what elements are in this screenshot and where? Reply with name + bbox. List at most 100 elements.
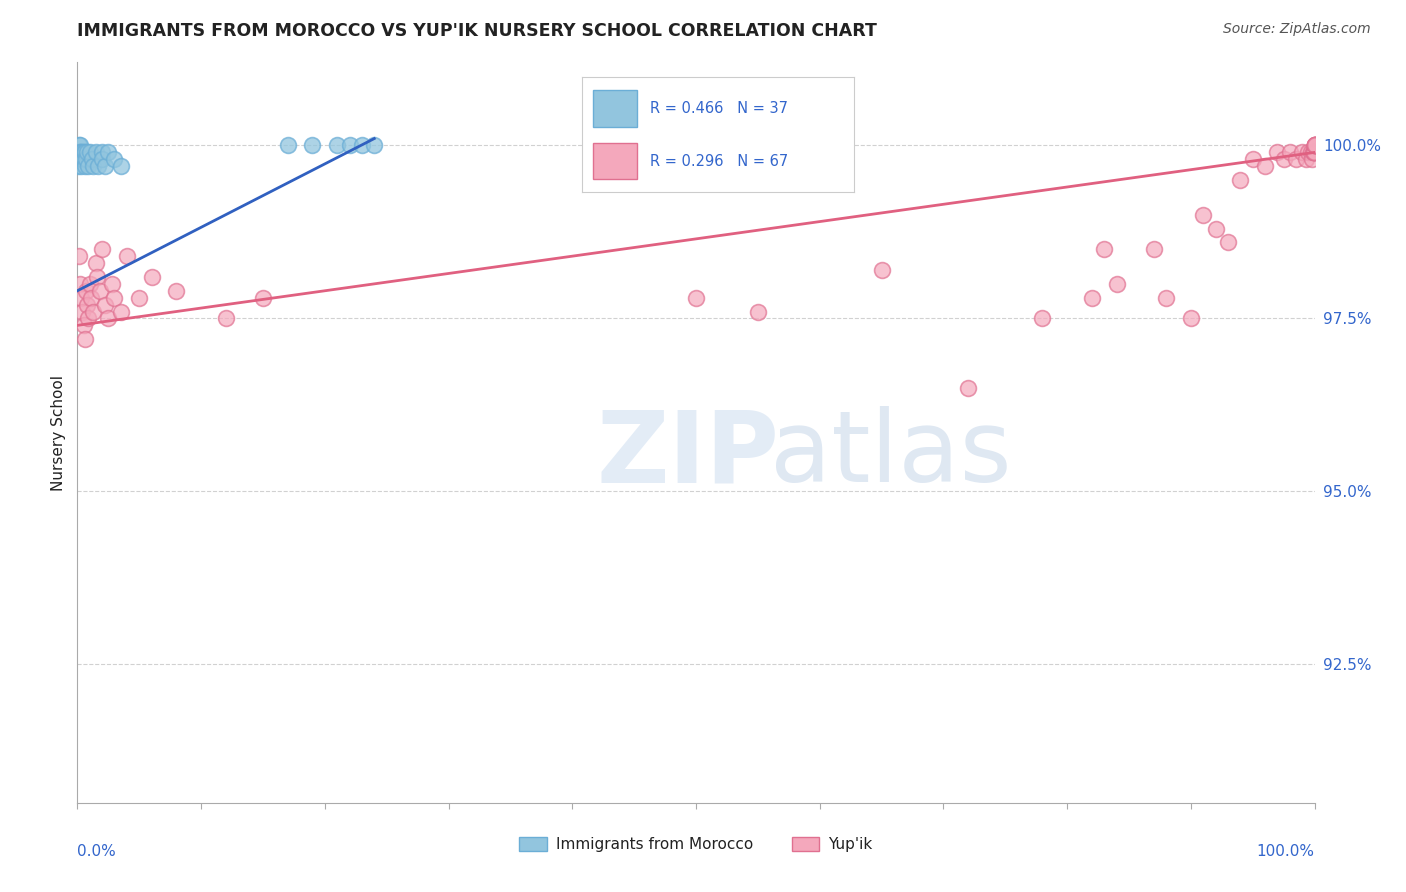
Text: ZIP: ZIP (598, 407, 780, 503)
Point (1301, 153, 1323, 167)
Point (77, 159, 100, 173)
Text: Source: ZipAtlas.com: Source: ZipAtlas.com (1223, 22, 1371, 37)
Point (67, 145, 90, 160)
Point (1298, 145, 1320, 160)
Point (84, 145, 107, 160)
Point (1303, 138, 1326, 153)
Point (1205, 221, 1227, 235)
Point (957, 381, 980, 395)
Text: 0.0%: 0.0% (77, 844, 117, 858)
Point (79, 277, 101, 291)
Point (1303, 145, 1326, 160)
Point (70, 159, 93, 173)
Point (69, 277, 91, 291)
Point (103, 291, 125, 305)
Point (1303, 138, 1326, 153)
Point (1031, 311, 1053, 326)
Point (252, 291, 274, 305)
Legend: Immigrants from Morocco, Yup'ik: Immigrants from Morocco, Yup'ik (513, 830, 879, 858)
Point (89, 284, 111, 298)
Point (110, 304, 132, 318)
Point (685, 291, 707, 305)
Point (67, 138, 90, 153)
Point (1303, 138, 1326, 153)
Point (91, 242, 114, 256)
Point (70, 153, 93, 167)
Point (1216, 235, 1239, 250)
Point (1303, 138, 1326, 153)
Point (363, 138, 385, 153)
Point (91, 145, 114, 160)
Point (1154, 291, 1177, 305)
Point (67, 145, 90, 160)
Point (72, 304, 94, 318)
Point (141, 269, 163, 284)
Point (91, 153, 114, 167)
Point (1299, 145, 1322, 160)
Text: 100.0%: 100.0% (1257, 844, 1315, 858)
Point (70, 145, 93, 160)
Point (67, 153, 90, 167)
Point (87, 159, 110, 173)
Point (1303, 145, 1326, 160)
Text: atlas: atlas (770, 407, 1012, 503)
Point (72, 145, 94, 160)
Point (66, 159, 89, 173)
Point (326, 138, 349, 153)
Y-axis label: Nursery School: Nursery School (51, 375, 66, 491)
Point (128, 291, 150, 305)
Point (82, 304, 104, 318)
Point (86, 269, 108, 284)
Point (1081, 291, 1104, 305)
Point (69, 145, 91, 160)
Point (76, 145, 98, 160)
Point (215, 311, 238, 326)
Point (1285, 153, 1308, 167)
Point (73, 332, 96, 346)
Point (1192, 208, 1215, 222)
Point (103, 153, 125, 167)
Point (1295, 153, 1317, 167)
Point (72, 153, 94, 167)
Point (1272, 153, 1295, 167)
Point (1303, 138, 1326, 153)
Point (1303, 145, 1326, 160)
Point (69, 153, 91, 167)
Point (72, 145, 94, 160)
Point (1241, 153, 1264, 167)
Point (1229, 173, 1251, 187)
Point (80, 291, 103, 305)
Point (70, 291, 93, 305)
Point (67, 249, 90, 263)
Point (1143, 242, 1166, 256)
Point (82, 159, 104, 173)
Point (115, 249, 138, 263)
Point (75, 153, 97, 167)
Point (101, 277, 124, 291)
Point (82, 153, 104, 167)
Point (79, 145, 101, 160)
Point (73, 145, 96, 160)
Point (1303, 145, 1326, 160)
Point (747, 304, 769, 318)
Point (1303, 138, 1326, 153)
Point (72, 318, 94, 333)
Point (93, 159, 115, 173)
Point (1303, 145, 1326, 160)
Point (110, 159, 132, 173)
Point (1092, 242, 1115, 256)
Point (1302, 145, 1324, 160)
Point (1105, 277, 1128, 291)
Point (84, 256, 107, 270)
Point (1303, 138, 1326, 153)
Point (339, 138, 361, 153)
Text: IMMIGRANTS FROM MOROCCO VS YUP'IK NURSERY SCHOOL CORRELATION CHART: IMMIGRANTS FROM MOROCCO VS YUP'IK NURSER… (77, 22, 877, 40)
Point (77, 311, 100, 326)
Point (1303, 138, 1326, 153)
Point (93, 297, 115, 311)
Point (1254, 159, 1277, 173)
Point (75, 284, 97, 298)
Point (350, 138, 373, 153)
Point (1180, 311, 1202, 326)
Point (72, 153, 94, 167)
